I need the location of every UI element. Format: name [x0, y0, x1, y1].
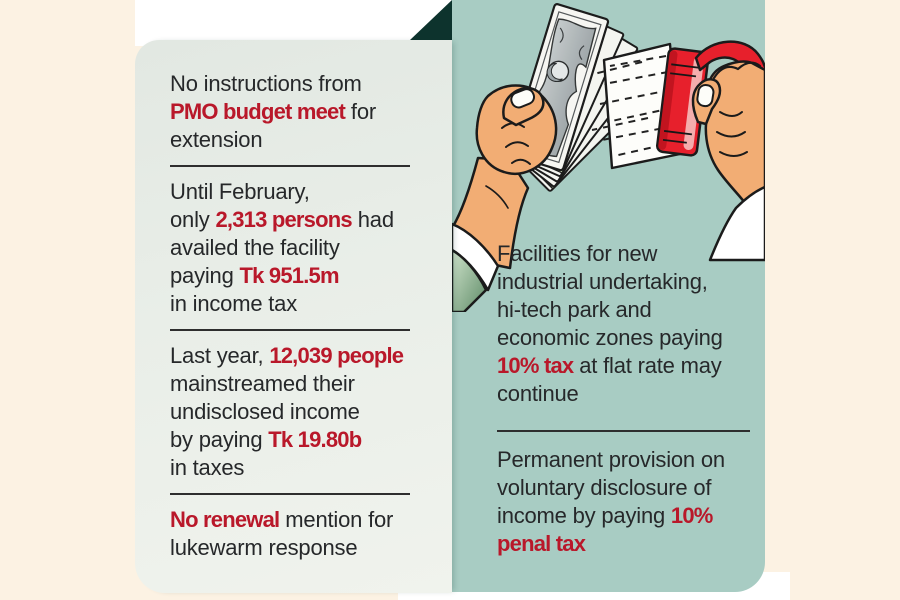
text-line: PMO budget meet for [170, 98, 444, 126]
text-block: Permanent provision on voluntary disclosu… [497, 446, 760, 558]
text-line: only 2,313 persons had [170, 206, 444, 234]
text-line: income by paying 10% [497, 502, 760, 530]
text-line: penal tax [497, 530, 760, 558]
text-line: No renewal mention for [170, 506, 444, 534]
text-segment: in income tax [170, 291, 298, 316]
text-segment: Facilities for new [497, 241, 658, 266]
divider-line [497, 430, 750, 432]
text-segment: Permanent provision on [497, 447, 725, 472]
text-segment: hi-tech park and [497, 297, 652, 322]
text-segment: paying [170, 263, 240, 288]
text-segment: mainstreamed their [170, 371, 355, 396]
text-line: Last year, 12,039 people [170, 342, 444, 370]
text-line: lukewarm response [170, 534, 444, 562]
text-line: in income tax [170, 290, 444, 318]
text-segment: economic zones paying [497, 325, 723, 350]
highlighted-text: penal tax [497, 531, 586, 556]
highlighted-text: PMO budget meet [170, 99, 346, 124]
text-line: Facilities for new [497, 240, 760, 268]
text-segment: only [170, 207, 216, 232]
text-block: Until February, only 2,313 persons had ava… [170, 178, 444, 318]
text-segment: No instructions from [170, 71, 362, 96]
text-line: Permanent provision on [497, 446, 760, 474]
text-segment: extension [170, 127, 263, 152]
divider-line [170, 165, 410, 167]
highlighted-text: 2,313 persons [215, 207, 352, 232]
text-line: paying Tk 951.5m [170, 262, 444, 290]
text-segment: continue [497, 381, 579, 406]
text-line: voluntary disclosure of [497, 474, 760, 502]
text-line: by paying Tk 19.80b [170, 426, 444, 454]
left-panel: No instructions from PMO budget meet for e… [135, 40, 452, 593]
highlighted-text: 10% tax [497, 353, 574, 378]
text-segment: Last year, [170, 343, 270, 368]
highlighted-text: 12,039 people [269, 343, 404, 368]
text-line: undisclosed income [170, 398, 444, 426]
text-segment: Until February, [170, 179, 310, 204]
text-line: economic zones paying [497, 324, 760, 352]
text-line: continue [497, 380, 760, 408]
text-line: availed the facility [170, 234, 444, 262]
text-segment: by paying [170, 427, 269, 452]
right-panel: Facilities for new industrial undertaking… [452, 0, 765, 592]
text-segment: availed the facility [170, 235, 340, 260]
highlighted-text: Tk 951.5m [239, 263, 340, 288]
text-line: in taxes [170, 454, 444, 482]
text-segment: at flat rate may [573, 353, 722, 378]
text-block: Last year, 12,039 people mainstreamed the… [170, 342, 444, 482]
white-sheet-top [135, 0, 452, 46]
divider-line [170, 329, 410, 331]
text-segment: industrial undertaking, [497, 269, 708, 294]
text-segment: mention for [279, 507, 394, 532]
divider-line [170, 493, 410, 495]
text-segment: voluntary disclosure of [497, 475, 712, 500]
text-block: Facilities for new industrial undertaking… [497, 240, 760, 408]
text-segment: undisclosed income [170, 399, 360, 424]
text-line: mainstreamed their [170, 370, 444, 398]
text-line: hi-tech park and [497, 296, 760, 324]
text-line: industrial undertaking, [497, 268, 760, 296]
text-block: No instructions from PMO budget meet for e… [170, 70, 444, 154]
text-segment: for [345, 99, 377, 124]
text-line: extension [170, 126, 444, 154]
highlighted-text: Tk 19.80b [268, 427, 362, 452]
right-panel-text: Facilities for new industrial undertaking… [452, 0, 765, 558]
text-segment: income by paying [497, 503, 671, 528]
text-segment: in taxes [170, 455, 245, 480]
text-block: No renewal mention for lukewarm response [170, 506, 444, 562]
highlighted-text: 10% [670, 503, 713, 528]
text-segment: had [351, 207, 394, 232]
highlighted-text: No renewal [170, 507, 280, 532]
text-line: 10% tax at flat rate may [497, 352, 760, 380]
left-panel-text: No instructions from PMO budget meet for e… [170, 70, 444, 562]
text-line: No instructions from [170, 70, 444, 98]
text-segment: lukewarm response [170, 535, 358, 560]
text-line: Until February, [170, 178, 444, 206]
